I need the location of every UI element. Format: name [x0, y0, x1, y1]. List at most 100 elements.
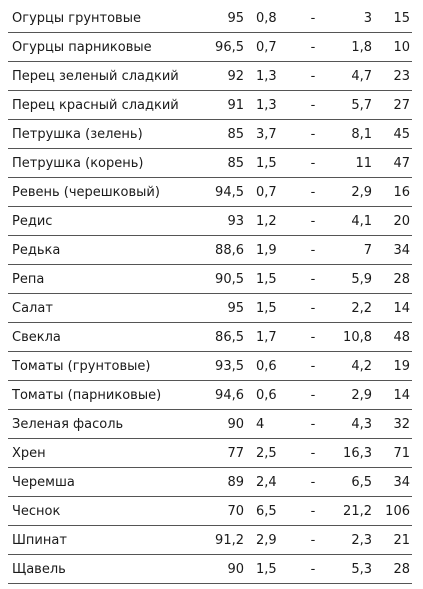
kcal-cell: 23: [380, 61, 412, 91]
carbs-cell: 8,1: [328, 119, 380, 149]
water-cell: 93,5: [204, 351, 250, 381]
product-name-cell: Хрен: [8, 438, 204, 468]
carbs-cell: 7: [328, 235, 380, 265]
product-name-cell: Шпинат: [8, 525, 204, 555]
fat-cell: -: [298, 32, 328, 62]
kcal-cell: 32: [380, 409, 412, 439]
table-row: Ревень (черешковый) 94,5 0,7 - 2,9 16: [8, 177, 412, 207]
product-name-cell: Черемша: [8, 467, 204, 497]
fat-cell: -: [298, 293, 328, 323]
protein-cell: 0,7: [250, 32, 298, 62]
protein-cell: 1,5: [250, 264, 298, 294]
product-name-cell: Свекла: [8, 322, 204, 352]
product-name-cell: Перец зеленый сладкий: [8, 61, 204, 91]
kcal-cell: 16: [380, 177, 412, 207]
product-name-cell: Салат: [8, 293, 204, 323]
carbs-cell: 1,8: [328, 32, 380, 62]
product-name-cell: Огурцы парниковые: [8, 32, 204, 62]
carbs-cell: 4,1: [328, 206, 380, 236]
kcal-cell: 10: [380, 32, 412, 62]
fat-cell: -: [298, 351, 328, 381]
product-name-cell: Огурцы грунтовые: [8, 4, 204, 33]
kcal-cell: 28: [380, 554, 412, 584]
fat-cell: -: [298, 554, 328, 584]
water-cell: 90: [204, 554, 250, 584]
fat-cell: -: [298, 409, 328, 439]
product-name-cell: Томаты (парниковые): [8, 380, 204, 410]
kcal-cell: 21: [380, 525, 412, 555]
fat-cell: -: [298, 467, 328, 497]
table-row: Томаты (грунтовые) 93,5 0,6 - 4,2 19: [8, 351, 412, 381]
protein-cell: 0,8: [250, 4, 298, 33]
water-cell: 94,5: [204, 177, 250, 207]
product-name-cell: Чеснок: [8, 496, 204, 526]
table-row: Свекла 86,5 1,7 - 10,8 48: [8, 322, 412, 352]
carbs-cell: 4,2: [328, 351, 380, 381]
carbs-cell: 2,3: [328, 525, 380, 555]
table-row: Перец красный сладкий 91 1,3 - 5,7 27: [8, 90, 412, 120]
table-row: Шпинат 91,2 2,9 - 2,3 21: [8, 525, 412, 555]
water-cell: 91: [204, 90, 250, 120]
kcal-cell: 34: [380, 467, 412, 497]
carbs-cell: 16,3: [328, 438, 380, 468]
protein-cell: 3,7: [250, 119, 298, 149]
protein-cell: 1,2: [250, 206, 298, 236]
fat-cell: -: [298, 264, 328, 294]
fat-cell: -: [298, 148, 328, 178]
kcal-cell: 14: [380, 293, 412, 323]
protein-cell: 2,4: [250, 467, 298, 497]
protein-cell: 4: [250, 409, 298, 439]
kcal-cell: 106: [380, 496, 412, 526]
nutrition-table-body: Огурцы грунтовые 95 0,8 - 3 15 Огурцы па…: [8, 4, 412, 584]
carbs-cell: 4,7: [328, 61, 380, 91]
kcal-cell: 71: [380, 438, 412, 468]
product-name-cell: Зеленая фасоль: [8, 409, 204, 439]
fat-cell: -: [298, 206, 328, 236]
table-row: Огурцы грунтовые 95 0,8 - 3 15: [8, 4, 412, 33]
water-cell: 96,5: [204, 32, 250, 62]
protein-cell: 1,3: [250, 61, 298, 91]
water-cell: 70: [204, 496, 250, 526]
product-name-cell: Петрушка (корень): [8, 148, 204, 178]
carbs-cell: 5,9: [328, 264, 380, 294]
carbs-cell: 11: [328, 148, 380, 178]
kcal-cell: 28: [380, 264, 412, 294]
table-row: Салат 95 1,5 - 2,2 14: [8, 293, 412, 323]
kcal-cell: 27: [380, 90, 412, 120]
kcal-cell: 19: [380, 351, 412, 381]
fat-cell: -: [298, 235, 328, 265]
fat-cell: -: [298, 119, 328, 149]
fat-cell: -: [298, 438, 328, 468]
carbs-cell: 10,8: [328, 322, 380, 352]
table-row: Редис 93 1,2 - 4,1 20: [8, 206, 412, 236]
fat-cell: -: [298, 4, 328, 33]
fat-cell: -: [298, 61, 328, 91]
protein-cell: 1,3: [250, 90, 298, 120]
product-name-cell: Редька: [8, 235, 204, 265]
water-cell: 92: [204, 61, 250, 91]
table-row: Томаты (парниковые) 94,6 0,6 - 2,9 14: [8, 380, 412, 410]
protein-cell: 2,9: [250, 525, 298, 555]
table-row: Черемша 89 2,4 - 6,5 34: [8, 467, 412, 497]
table-row: Петрушка (корень) 85 1,5 - 11 47: [8, 148, 412, 178]
table-row: Огурцы парниковые 96,5 0,7 - 1,8 10: [8, 32, 412, 62]
kcal-cell: 47: [380, 148, 412, 178]
protein-cell: 0,6: [250, 380, 298, 410]
protein-cell: 2,5: [250, 438, 298, 468]
fat-cell: -: [298, 380, 328, 410]
carbs-cell: 5,7: [328, 90, 380, 120]
water-cell: 90: [204, 409, 250, 439]
water-cell: 85: [204, 148, 250, 178]
table-row: Репа 90,5 1,5 - 5,9 28: [8, 264, 412, 294]
fat-cell: -: [298, 496, 328, 526]
protein-cell: 6,5: [250, 496, 298, 526]
carbs-cell: 2,2: [328, 293, 380, 323]
fat-cell: -: [298, 90, 328, 120]
fat-cell: -: [298, 177, 328, 207]
carbs-cell: 2,9: [328, 380, 380, 410]
protein-cell: 1,7: [250, 322, 298, 352]
kcal-cell: 20: [380, 206, 412, 236]
table-row: Щавель 90 1,5 - 5,3 28: [8, 554, 412, 584]
table-row: Перец зеленый сладкий 92 1,3 - 4,7 23: [8, 61, 412, 91]
product-name-cell: Петрушка (зелень): [8, 119, 204, 149]
